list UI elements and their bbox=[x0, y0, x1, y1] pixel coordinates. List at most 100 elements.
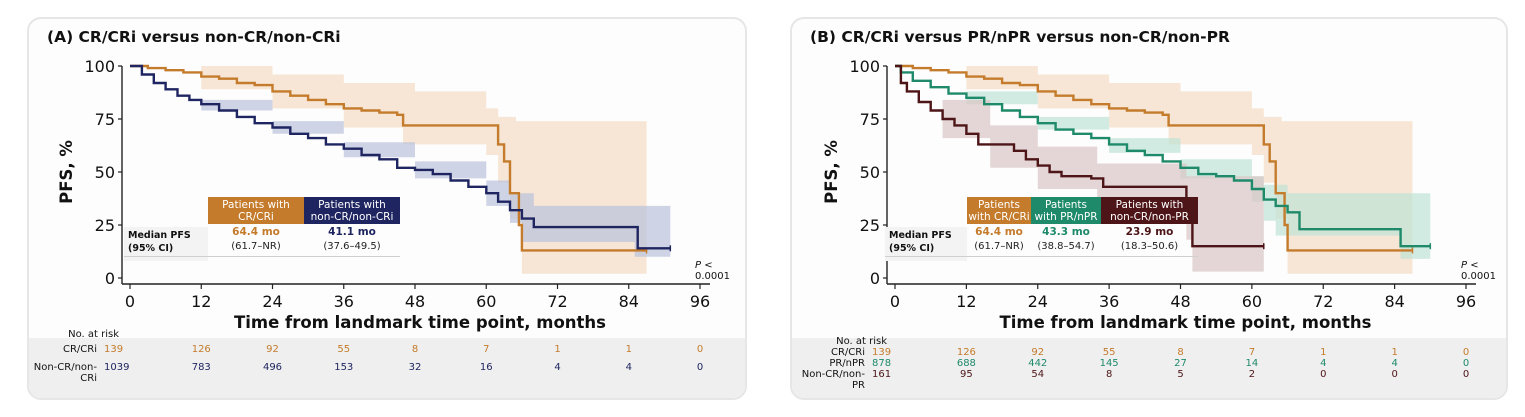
y-tick-label: 100 bbox=[84, 57, 115, 76]
risk-count: 4 bbox=[554, 362, 561, 373]
y-tick-label: 50 bbox=[860, 163, 880, 182]
x-tick-label: 0 bbox=[125, 292, 135, 311]
median-table-header-line1: Patients with bbox=[318, 199, 386, 211]
km-curve-cr-cri bbox=[895, 64, 1413, 252]
median-value: 41.1 mo bbox=[328, 226, 376, 238]
risk-count: 5 bbox=[1177, 369, 1184, 380]
risk-count: 139 bbox=[872, 347, 892, 358]
risk-count: 4 bbox=[625, 362, 632, 373]
risk-count: 0 bbox=[1320, 369, 1327, 380]
risk-table-background bbox=[29, 338, 745, 398]
median-table-header-line2: with CR/CRi bbox=[968, 211, 1030, 223]
median-table-header-line1: Patients with bbox=[222, 199, 290, 211]
risk-count: 1039 bbox=[104, 362, 130, 373]
y-tick-label: 75 bbox=[860, 110, 880, 129]
risk-row-label: CR/CRi bbox=[62, 344, 97, 355]
median-pfs-label-line2: (95% CI) bbox=[128, 243, 174, 254]
risk-count: 27 bbox=[1174, 358, 1187, 369]
risk-count: 496 bbox=[262, 362, 283, 373]
median-table-header-line2: non-CR/non-PR bbox=[1110, 211, 1189, 223]
risk-count: 55 bbox=[1102, 347, 1116, 358]
risk-row-label: Non-CR/non-CRi bbox=[33, 362, 97, 384]
risk-count: 4 bbox=[1320, 358, 1327, 369]
median-ci: (38.8–54.7) bbox=[1037, 241, 1095, 252]
risk-count: 8 bbox=[1105, 369, 1113, 380]
km-curve-pr-npr bbox=[895, 64, 1431, 248]
risk-count: 1 bbox=[554, 344, 561, 355]
risk-count: 145 bbox=[1099, 358, 1119, 369]
p-value-symbol: P bbox=[695, 260, 702, 271]
p-value-text: < 0.0001 bbox=[1461, 260, 1496, 282]
panel-b: 0 25 50 75 100 0 12 24 36 48 60 72 84 96 Time from lan… bbox=[790, 17, 1508, 400]
km-plot-a: 0 25 50 75 100 0 12 24 36 48 60 72 84 96 Time from lan… bbox=[57, 57, 710, 332]
median-table-header-line1: Patients bbox=[1044, 199, 1088, 211]
panel-a-title: (A) CR/CRi versus non-CR/non-CRi bbox=[47, 28, 341, 46]
median-table-rule bbox=[124, 256, 400, 257]
risk-count: 54 bbox=[1031, 369, 1045, 380]
x-tick-label: 48 bbox=[1170, 292, 1190, 311]
x-tick-label: 84 bbox=[1384, 292, 1404, 311]
risk-count: 0 bbox=[1391, 369, 1398, 380]
median-value: 64.4 mo bbox=[975, 226, 1023, 238]
risk-count: 0 bbox=[696, 362, 704, 373]
median-value: 64.4 mo bbox=[232, 226, 280, 238]
median-table-rule bbox=[885, 256, 1198, 257]
ci-band-cr-cri bbox=[895, 66, 1413, 274]
x-tick-label: 36 bbox=[1099, 292, 1119, 311]
p-value-text: < 0.0001 bbox=[695, 260, 730, 282]
risk-count: 32 bbox=[408, 362, 422, 373]
risk-count: 0 bbox=[1462, 369, 1470, 380]
panel-a: 0 25 50 75 100 0 12 24 36 48 60 72 84 96 Time from lan… bbox=[27, 17, 747, 400]
risk-count: 7 bbox=[483, 344, 490, 355]
median-pfs-label-line1: Median PFS bbox=[128, 230, 191, 241]
x-tick-label: 60 bbox=[476, 292, 496, 311]
median-pfs-label: Median PFS (95% CI) bbox=[885, 227, 967, 261]
x-tick-label: 48 bbox=[405, 292, 425, 311]
median-table-header: Patients with CR/CRi bbox=[208, 197, 304, 224]
x-tick-label: 36 bbox=[334, 292, 354, 311]
median-ci: (61.7–NR) bbox=[231, 241, 281, 252]
median-table-header: Patients with PR/nPR bbox=[1031, 197, 1101, 224]
risk-count: 126 bbox=[191, 344, 211, 355]
risk-count: 126 bbox=[956, 347, 976, 358]
risk-row-label: CR/CRi bbox=[830, 347, 865, 358]
y-tick-label: 25 bbox=[860, 216, 880, 235]
y-tick-label: 75 bbox=[95, 110, 115, 129]
risk-count: 1 bbox=[1320, 347, 1327, 358]
risk-count: 8 bbox=[411, 344, 419, 355]
risk-count: 442 bbox=[1028, 358, 1048, 369]
x-tick-label: 12 bbox=[191, 292, 211, 311]
risk-count: 783 bbox=[191, 362, 211, 373]
km-curve-non-cr-non-pr bbox=[895, 64, 1264, 248]
median-table-header: Patients with non-CR/non-PR bbox=[1101, 197, 1198, 224]
risk-count: 92 bbox=[266, 344, 279, 355]
x-axis-label: Time from landmark time point, months bbox=[234, 313, 606, 332]
risk-count: 0 bbox=[1462, 358, 1470, 369]
median-value: 23.9 mo bbox=[1125, 226, 1174, 238]
risk-count: 1 bbox=[1391, 347, 1398, 358]
risk-count: 0 bbox=[696, 344, 704, 355]
y-tick-label: 100 bbox=[849, 57, 880, 76]
median-pfs-label-line2: (95% CI) bbox=[889, 243, 935, 254]
y-tick-label: 25 bbox=[95, 216, 115, 235]
ci-band-non-cr-non-cri bbox=[130, 66, 671, 257]
risk-count: 92 bbox=[1031, 347, 1045, 358]
median-ci: (61.7–NR) bbox=[974, 241, 1024, 252]
median-ci: (18.3–50.6) bbox=[1120, 241, 1179, 252]
risk-row-label: PR/nPR bbox=[829, 358, 865, 369]
y-tick-label: 0 bbox=[105, 269, 115, 288]
median-table-header-line1: Patients with bbox=[1115, 199, 1184, 211]
median-table-header-line1: Patients bbox=[977, 199, 1021, 211]
x-tick-label: 72 bbox=[1313, 292, 1333, 311]
risk-count: 161 bbox=[872, 369, 892, 380]
median-ci: (37.6–49.5) bbox=[323, 241, 381, 252]
x-tick-label: 0 bbox=[890, 292, 900, 311]
risk-count: 55 bbox=[337, 344, 351, 355]
p-value-symbol: P bbox=[1461, 260, 1468, 271]
x-tick-label: 84 bbox=[619, 292, 639, 311]
risk-count: 4 bbox=[1391, 358, 1398, 369]
ci-band-cr-cri bbox=[130, 66, 647, 274]
risk-table-background bbox=[792, 338, 1506, 398]
median-table-header-line2: with PR/nPR bbox=[1034, 211, 1098, 223]
risk-table-title: No. at risk bbox=[836, 336, 887, 347]
